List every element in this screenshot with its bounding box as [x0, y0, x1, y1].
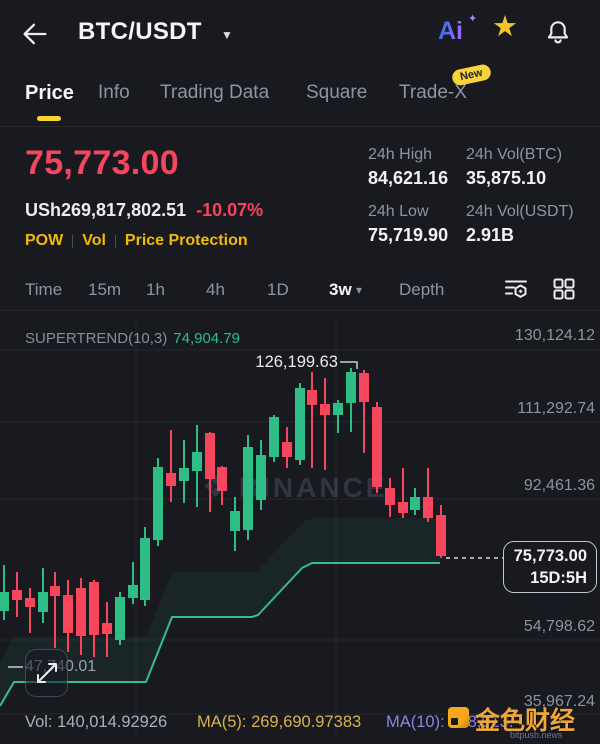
current-price-tag: 75,773.00 15D:5H — [503, 541, 597, 593]
jinse-watermark-text: 金色财经 — [475, 707, 576, 735]
stat-label-24h-high: 24h High — [368, 146, 433, 163]
current-price: 75,773.00 — [513, 546, 587, 565]
tab-price[interactable]: Price — [25, 82, 74, 104]
tab-trade-x[interactable]: Trade-X — [399, 82, 467, 103]
timeframe-1h[interactable]: 1h — [146, 280, 165, 299]
tag-price-protection[interactable]: Price Protection — [124, 232, 248, 249]
pair-title[interactable]: BTC/USDT — [78, 18, 202, 45]
chevron-down-icon[interactable]: ▾ — [356, 283, 363, 297]
indicator-row[interactable]: SUPERTREND(10,3) 74,904.79 — [25, 330, 240, 347]
depth-button[interactable]: Depth — [399, 280, 445, 299]
stat-label-24h-vol-btc: 24h Vol(BTC) — [466, 146, 563, 163]
jinse-logo-icon — [448, 707, 469, 728]
chevron-down-icon[interactable]: ▼ — [221, 28, 233, 42]
y-axis-label: 130,124.12 — [514, 327, 595, 344]
tab-info[interactable]: Info — [98, 82, 130, 103]
footer-ma5: MA(5): 269,690.97383 — [197, 713, 362, 731]
favorite-star-icon[interactable]: ★ — [492, 11, 518, 43]
tab-trading-data[interactable]: Trading Data — [160, 82, 270, 103]
y-axis-label: 35,967.24 — [523, 693, 595, 710]
grid-layout-icon[interactable] — [551, 276, 577, 302]
divider — [0, 310, 600, 311]
fiat-value: USh269,817,802.51 — [25, 200, 187, 220]
indicator-value: 74,904.79 — [173, 330, 240, 347]
divider — [114, 234, 116, 248]
stat-value-24h-low: 75,719.90 — [368, 225, 449, 245]
candle-countdown: 15D:5H — [530, 568, 587, 587]
timeframe-3w-selected[interactable]: 3w — [329, 280, 352, 299]
sparkle-icon: ✦ — [468, 13, 478, 25]
timeframe-4h[interactable]: 4h — [206, 280, 225, 299]
high-price-annotation: 126,199.63 — [255, 353, 338, 371]
expand-chart-button[interactable] — [25, 649, 68, 697]
stat-label-24h-low: 24h Low — [368, 203, 429, 220]
back-arrow-icon[interactable] — [20, 19, 50, 49]
stat-label-24h-vol-usdt: 24h Vol(USDT) — [466, 203, 574, 220]
last-price: 75,773.00 — [25, 144, 179, 182]
timeframe-1d[interactable]: 1D — [267, 280, 289, 299]
tag-pow[interactable]: POW — [25, 232, 64, 249]
notification-bell-icon[interactable] — [544, 18, 572, 46]
axis-tick — [8, 666, 23, 668]
change-24h: -10.07% — [196, 200, 264, 220]
y-axis-label: 111,292.74 — [517, 400, 595, 417]
footer-vol: Vol: 140,014.92926 — [25, 713, 168, 731]
jinse-watermark-subtext: bitpush.news — [510, 730, 563, 740]
indicator-name: SUPERTREND(10,3) — [25, 330, 168, 347]
active-tab-underline — [37, 116, 61, 121]
stat-value-24h-vol-usdt: 2.91B — [466, 225, 515, 245]
timeframe-15m[interactable]: 15m — [88, 280, 122, 299]
tag-row: POW Vol Price Protection — [25, 232, 248, 250]
y-axis-label: 92,461.36 — [523, 477, 595, 494]
stat-value-24h-vol-btc: 35,875.10 — [466, 168, 547, 188]
tab-square[interactable]: Square — [306, 82, 368, 103]
expand-arrows-icon — [37, 663, 57, 683]
divider — [72, 234, 74, 248]
divider — [0, 126, 600, 127]
stat-value-24h-high: 84,621.16 — [368, 168, 449, 188]
ai-assistant-button[interactable]: Ai — [438, 17, 463, 45]
timeframe-time[interactable]: Time — [25, 280, 63, 299]
indicators-icon[interactable] — [503, 276, 529, 302]
fiat-row: USh269,817,802.51 -10.07% — [25, 200, 263, 221]
tag-vol[interactable]: Vol — [82, 232, 106, 249]
y-axis-label: 54,798.62 — [523, 618, 595, 635]
